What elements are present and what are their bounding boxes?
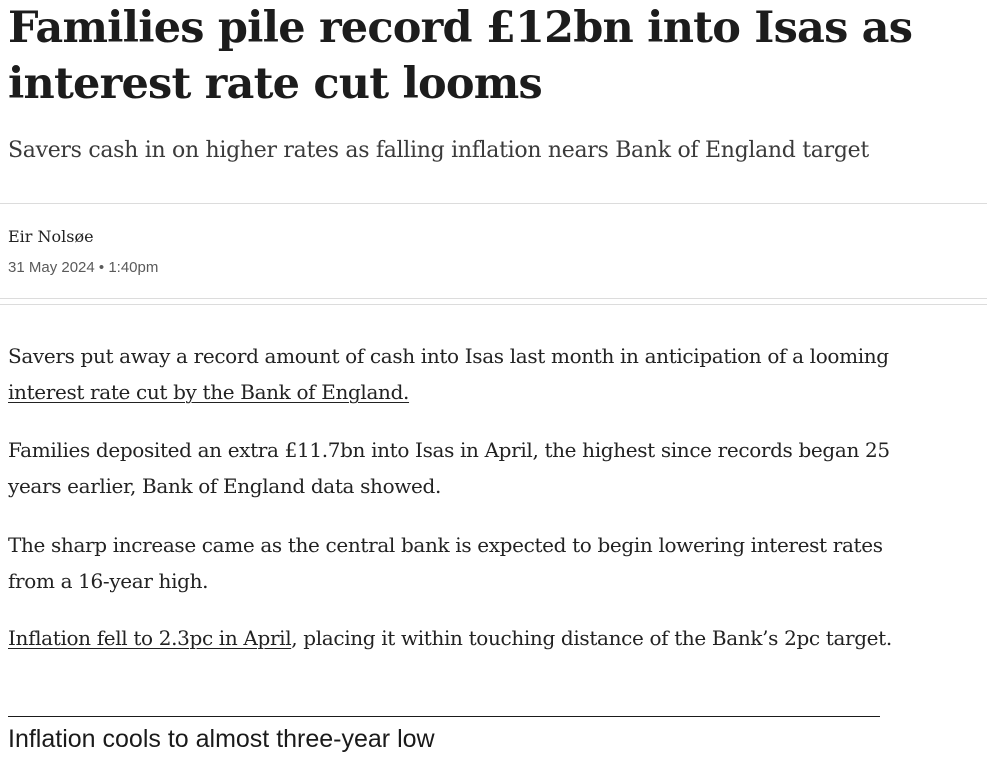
rate-cut-link[interactable]: interest rate cut by the Bank of England… [8, 380, 410, 404]
inflation-link[interactable]: Inflation fell to 2.3pc in April [8, 626, 292, 650]
chart-top-rule [8, 716, 880, 717]
article-headline: Families pile record £12bn into Isas as … [8, 3, 913, 109]
paragraph-2: Families deposited an extra £11.7bn into… [8, 438, 890, 498]
paragraph-1: Savers put away a record amount of cash … [8, 338, 908, 410]
paragraph-text: , placing it within touching distance of… [291, 626, 892, 650]
chart-title: Inflation cools to almost three-year low [8, 725, 435, 753]
publish-date: 31 May 2024 • 1:40pm [8, 259, 159, 276]
author-link[interactable]: Eir Nolsøe [8, 227, 94, 246]
paragraph-4: Inflation fell to 2.3pc in April, placin… [8, 620, 908, 656]
article-standfirst: Savers cash in on higher rates as fallin… [8, 138, 869, 163]
divider [0, 304, 987, 305]
divider [0, 203, 987, 204]
paragraph-text: Savers put away a record amount of cash … [8, 344, 889, 368]
divider [0, 298, 987, 299]
paragraph-3: The sharp increase came as the central b… [8, 533, 883, 593]
